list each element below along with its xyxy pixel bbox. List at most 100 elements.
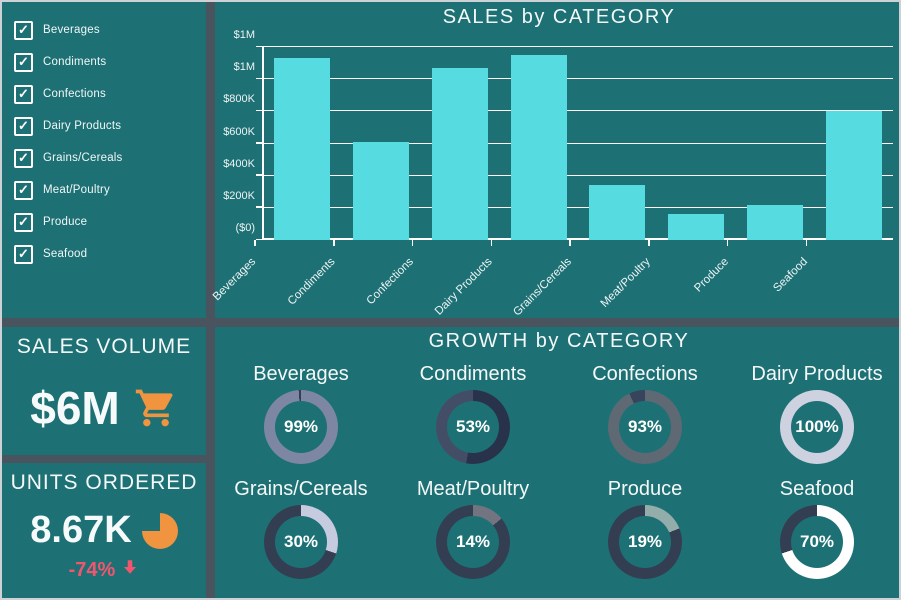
kpi-divider: [2, 455, 206, 463]
bar-produce[interactable]: [746, 205, 803, 240]
y-tick-label: $1M: [233, 29, 255, 41]
x-tick-label: Confections: [364, 255, 417, 308]
growth-kpi-grains-cereals: Grains/Cereals 30%: [215, 478, 387, 579]
growth-category-label: Dairy Products: [751, 363, 883, 385]
x-tick-mark: [411, 240, 414, 246]
y-tick-mark: [256, 45, 263, 47]
sales-by-category-panel: SALES by CATEGORY ($0) $200K $400K $600K $80…: [211, 2, 899, 318]
donut-chart[interactable]: 100%: [780, 390, 854, 464]
y-tick-label: $800K: [223, 93, 255, 106]
x-tick-mark: [490, 240, 493, 246]
y-tick-mark: [256, 206, 263, 208]
sidebar-item-label: Grains/Cereals: [43, 152, 123, 164]
sidebar-item-label: Seafood: [43, 248, 88, 260]
horizontal-divider: [2, 318, 899, 327]
gridline: [263, 46, 893, 47]
checkbox-icon[interactable]: ✓: [14, 148, 33, 168]
y-tick-mark: [256, 77, 263, 80]
growth-category-label: Produce: [607, 478, 683, 500]
donut-chart[interactable]: 99%: [264, 390, 338, 464]
growth-category-label: Grains/Cereals: [234, 478, 368, 500]
sidebar-checkbox-condiments[interactable]: ✓ Condiments: [14, 46, 206, 78]
bar-grains-cereals[interactable]: [589, 185, 646, 240]
bar-seafood[interactable]: [825, 111, 882, 240]
sales-volume-title: SALES VOLUME: [16, 335, 192, 358]
pie-chart-icon: [141, 512, 178, 549]
y-tick-label: $200K: [223, 189, 255, 202]
y-tick-label: ($0): [235, 222, 255, 234]
checkbox-icon[interactable]: ✓: [14, 180, 33, 200]
vertical-divider: [206, 2, 215, 598]
bar-confections[interactable]: [431, 67, 488, 240]
donut-percent-label: 99%: [283, 417, 319, 436]
donut-percent-label: 19%: [627, 532, 663, 551]
sidebar-checkbox-grains-cereals[interactable]: ✓ Grains/Cereals: [14, 142, 206, 174]
x-tick-label: Seafood: [771, 255, 810, 295]
bar-meat-poultry[interactable]: [668, 214, 725, 240]
x-tick-mark: [805, 240, 808, 246]
growth-kpi-seafood: Seafood 70%: [731, 478, 899, 579]
gridline: [263, 206, 893, 208]
sidebar-item-label: Confections: [43, 88, 106, 100]
donut-percent-label: 53%: [455, 417, 491, 436]
units-ordered-panel: UNITS ORDERED 8.67K -74%: [2, 463, 206, 598]
y-axis-line: [262, 47, 264, 240]
x-tick-mark: [726, 240, 729, 246]
y-tick-label: $400K: [223, 157, 255, 170]
checkbox-icon[interactable]: ✓: [14, 116, 33, 136]
growth-kpi-beverages: Beverages 99%: [215, 363, 387, 464]
arrow-down-icon: [121, 558, 139, 582]
x-tick-label: Condiments: [285, 255, 338, 308]
growth-kpi-condiments: Condiments 53%: [387, 363, 559, 464]
units-ordered-delta: -74%: [68, 558, 116, 581]
gridline: [263, 110, 893, 112]
growth-kpi-dairy-products: Dairy Products 100%: [731, 363, 899, 464]
sidebar-item-label: Beverages: [43, 24, 100, 36]
donut-chart[interactable]: 53%: [436, 390, 510, 464]
x-tick-mark: [648, 240, 650, 246]
donut-chart[interactable]: 30%: [264, 505, 338, 579]
sidebar-checkbox-meat-poultry[interactable]: ✓ Meat/Poultry: [14, 174, 206, 206]
growth-by-category-panel: GROWTH by CATEGORY Beverages 99% Condiment…: [215, 327, 899, 598]
donut-chart[interactable]: 70%: [780, 505, 854, 579]
y-tick-mark: [256, 174, 263, 176]
x-tick-mark: [569, 240, 571, 246]
donut-chart[interactable]: 93%: [608, 390, 682, 464]
units-ordered-title: UNITS ORDERED: [10, 471, 198, 494]
growth-kpi-meat-poultry: Meat/Poultry 14%: [387, 478, 559, 579]
sidebar-checkbox-dairy-products[interactable]: ✓ Dairy Products: [14, 110, 206, 142]
donut-percent-label: 93%: [627, 417, 663, 436]
checkbox-icon[interactable]: ✓: [14, 52, 33, 72]
sidebar-checkbox-produce[interactable]: ✓ Produce: [14, 206, 206, 238]
y-tick-label: $1M: [233, 61, 255, 74]
bar-dairy-products[interactable]: [510, 55, 567, 240]
donut-chart[interactable]: 19%: [608, 505, 682, 579]
x-axis: Beverages Condiments Confections Dairy Prod…: [211, 240, 845, 318]
donut-percent-label: 14%: [455, 532, 491, 551]
checkbox-icon[interactable]: ✓: [14, 212, 33, 232]
y-tick-mark: [256, 238, 263, 240]
growth-category-label: Meat/Poultry: [416, 478, 530, 500]
y-tick-mark: [256, 142, 263, 144]
checkbox-icon[interactable]: ✓: [14, 244, 33, 264]
growth-category-label: Beverages: [253, 363, 349, 385]
donut-chart[interactable]: 14%: [436, 505, 510, 579]
sidebar-item-label: Produce: [43, 216, 88, 228]
gridline: [263, 78, 893, 80]
gridline: [263, 238, 893, 240]
sales-volume-value: $6M: [30, 382, 120, 434]
donut-percent-label: 30%: [283, 532, 319, 551]
checkbox-icon[interactable]: ✓: [14, 20, 33, 40]
growth-category-label: Condiments: [419, 363, 527, 385]
sidebar-checkbox-seafood[interactable]: ✓ Seafood: [14, 238, 206, 270]
donut-percent-label: 70%: [799, 532, 835, 551]
checkbox-icon[interactable]: ✓: [14, 84, 33, 104]
sidebar-checkbox-beverages[interactable]: ✓ Beverages: [14, 14, 206, 46]
sidebar-checkbox-confections[interactable]: ✓ Confections: [14, 78, 206, 110]
bar-condiments[interactable]: [353, 141, 410, 240]
gridline: [263, 174, 893, 176]
shopping-cart-icon: [134, 386, 178, 430]
bar-beverages[interactable]: [274, 58, 331, 240]
growth-kpi-produce: Produce 19%: [559, 478, 731, 579]
